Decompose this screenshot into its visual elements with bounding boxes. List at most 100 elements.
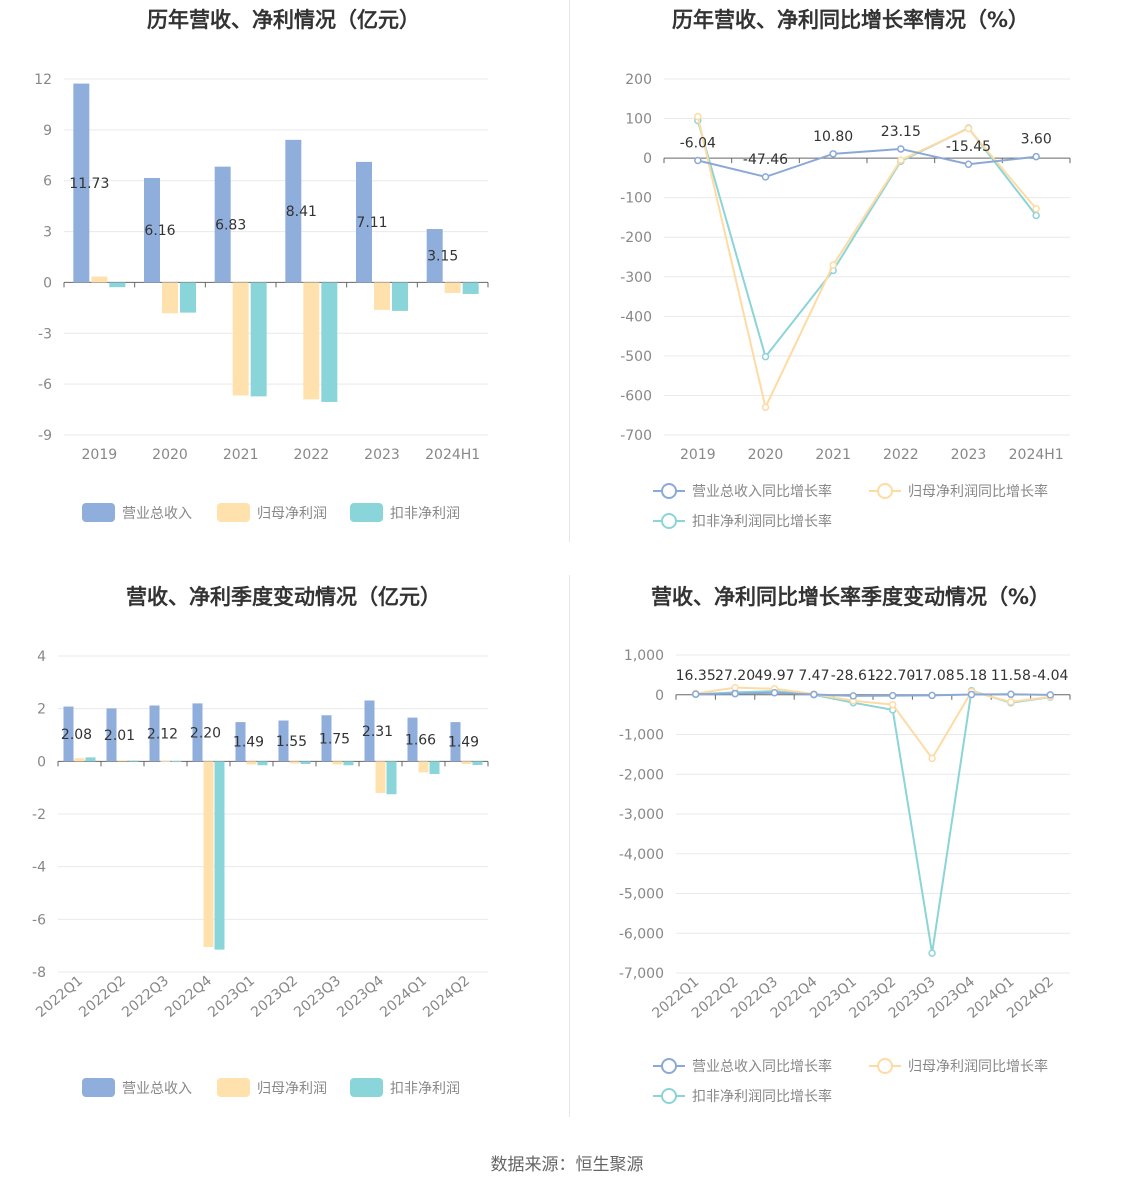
y-tick-label: 9	[43, 123, 52, 139]
y-tick-label: 0	[37, 754, 46, 770]
data-point	[694, 112, 702, 121]
y-tick-label: -9	[38, 428, 52, 444]
data-label: 2.31	[362, 724, 393, 740]
bar	[232, 282, 249, 396]
data-label: 7.47	[798, 668, 829, 684]
data-label: 3.60	[1021, 132, 1052, 148]
data-point	[897, 145, 905, 153]
legend-label: 扣非净利润同比增长率	[692, 513, 832, 530]
bar	[144, 178, 160, 283]
bar	[407, 717, 418, 762]
bar	[450, 722, 461, 762]
data-point	[731, 683, 739, 692]
bar	[300, 761, 311, 764]
chart-title: 营收、净利同比增长率季度变动情况（%）	[650, 585, 1051, 609]
y-tick-label: -4	[32, 860, 46, 876]
data-point	[694, 156, 702, 165]
series-line	[695, 686, 1051, 761]
data-point	[1007, 690, 1015, 699]
bar	[257, 761, 268, 766]
x-tick-label: 2022	[294, 447, 330, 463]
legend-swatch	[217, 1078, 250, 1097]
y-tick-label: 0	[655, 688, 664, 704]
panel-divider	[569, 0, 570, 542]
data-point	[829, 150, 837, 158]
y-tick-label: -6,000	[619, 926, 664, 942]
bar	[321, 715, 332, 762]
bar	[128, 760, 139, 762]
y-tick-label: -2,000	[619, 767, 664, 783]
data-label: 6.83	[215, 218, 246, 234]
data-label: 1.49	[448, 735, 479, 751]
y-tick-label: -200	[620, 230, 652, 246]
legend-swatch	[82, 1078, 115, 1097]
x-tick-label: 2019	[680, 447, 716, 463]
data-point	[761, 352, 770, 361]
y-tick-label: -700	[620, 428, 652, 444]
data-point	[810, 690, 818, 699]
bar	[356, 161, 372, 283]
bar	[73, 83, 90, 283]
quarterly-revenue-profit-chart: 420-2-4-6-82022Q12022Q22022Q32022Q42023Q…	[32, 649, 489, 1097]
y-tick-label: 0	[43, 275, 52, 291]
data-label: 5.18	[956, 668, 987, 684]
bar	[160, 760, 171, 762]
data-label: -47.46	[743, 152, 788, 168]
legend-label: 营业总收入同比增长率	[692, 1058, 832, 1075]
chart-title: 营收、净利季度变动情况（亿元）	[126, 585, 441, 609]
bar	[426, 229, 443, 283]
data-label: 49.97	[754, 668, 794, 684]
data-label: 1.75	[319, 731, 350, 747]
y-tick-label: 6	[43, 174, 52, 190]
bar	[192, 703, 203, 762]
legend-label: 扣非净利润同比增长率	[692, 1088, 832, 1105]
data-source: 数据来源：恒生聚源	[490, 1155, 644, 1175]
legend-marker	[661, 1088, 677, 1104]
data-point	[897, 156, 905, 164]
annual-growth-chart: 200 100 0 -100 -200 -300 -400 -500 -600 -700 2019 2…	[620, 72, 1071, 530]
bar	[91, 276, 108, 283]
legend-label: 扣非净利润	[390, 1081, 460, 1097]
x-tick-label: 2022	[883, 447, 919, 463]
data-point	[928, 754, 936, 763]
y-tick-label: -600	[620, 388, 652, 404]
bar	[74, 758, 85, 762]
data-label: -28.61	[831, 668, 876, 684]
bar	[392, 282, 408, 311]
bar	[171, 761, 182, 763]
series-line	[696, 116, 1037, 411]
bar	[418, 761, 429, 773]
data-label: 2.12	[147, 726, 178, 742]
bar	[235, 722, 246, 762]
bar	[149, 705, 160, 762]
legend-swatch	[82, 503, 115, 522]
x-tick-label: 2020	[748, 447, 784, 463]
legend-marker	[661, 513, 677, 529]
annual-revenue-profit-panel: 历年营收、净利情况（亿元） 12 9 6 3 0 -3 -6 -9 2019 2020 2021 20…	[0, 0, 567, 560]
data-point	[964, 124, 973, 133]
data-label: 16.35	[676, 668, 716, 684]
bar	[444, 282, 461, 293]
legend-label: 归母净利润同比增长率	[908, 483, 1048, 500]
data-label: -4.04	[1032, 668, 1068, 684]
data-point	[849, 692, 858, 700]
x-tick-label: 2022Q4	[162, 973, 215, 1021]
data-point	[829, 261, 837, 269]
data-point	[967, 690, 976, 699]
y-tick-label: -300	[620, 270, 652, 286]
bar	[109, 282, 126, 288]
series-line	[695, 689, 1051, 954]
legend-marker	[877, 1058, 893, 1074]
data-point	[1046, 691, 1055, 699]
data-label: 3.15	[427, 249, 458, 265]
quarterly-growth-chart: 1,000 0 -1,000 -2,000 -3,000 -4,000 -5,000 -6,0…	[619, 648, 1071, 1105]
y-tick-label: -3	[38, 326, 52, 342]
data-label: 8.41	[286, 204, 317, 220]
y-tick-label: -4,000	[619, 847, 664, 863]
legend-label: 营业总收入同比增长率	[692, 483, 832, 500]
bar	[375, 761, 386, 793]
legend-label: 归母净利润	[257, 1080, 327, 1097]
y-tick-label: -100	[620, 191, 652, 207]
x-tick-label: 2019	[82, 447, 118, 463]
x-tick-label: 2024H1	[1009, 447, 1064, 463]
